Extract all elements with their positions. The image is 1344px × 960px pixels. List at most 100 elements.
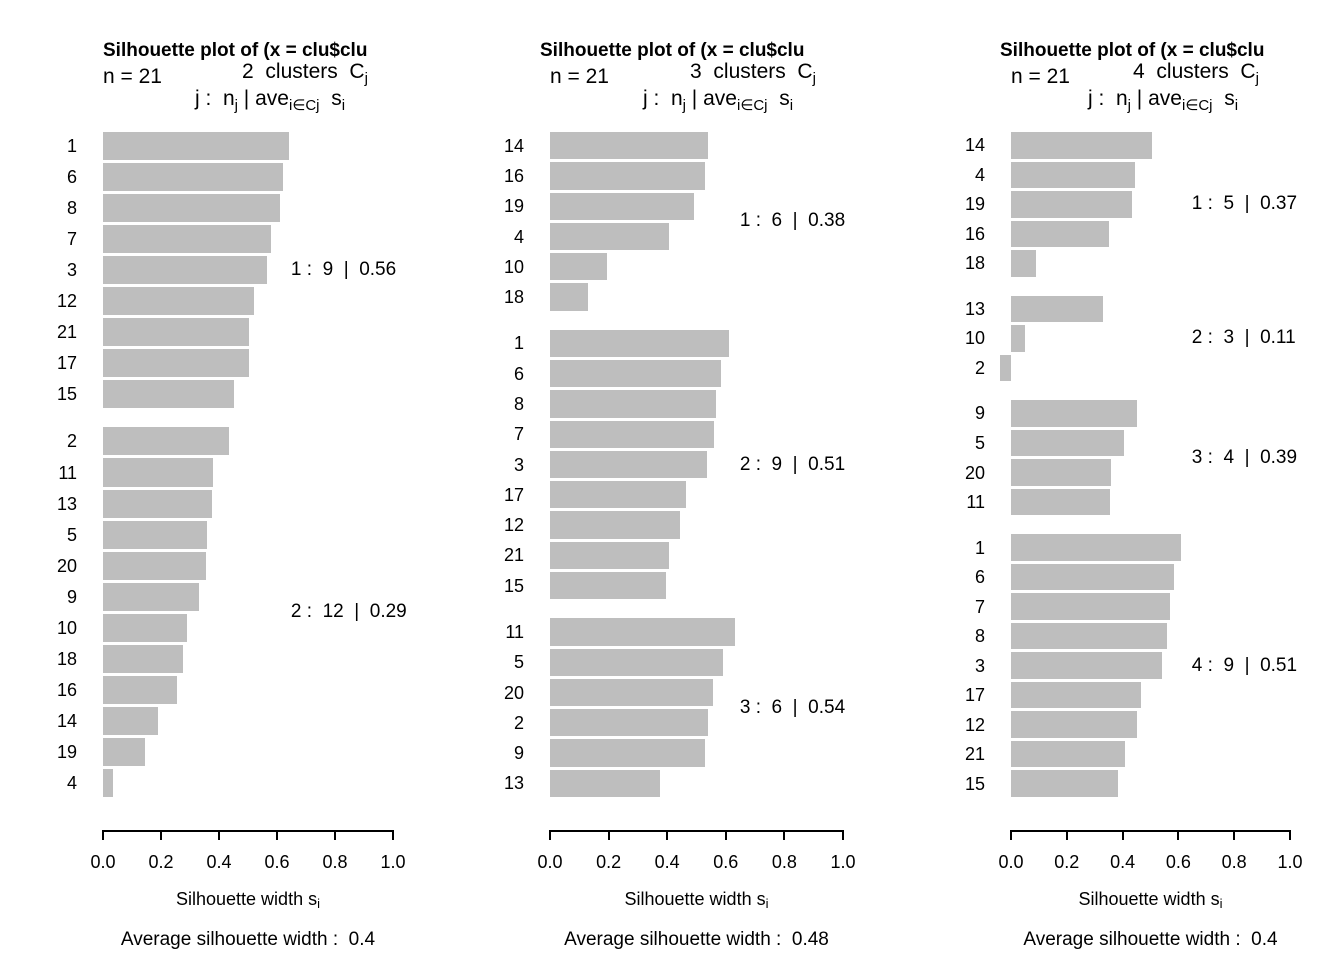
row-label: 3 [974, 655, 985, 676]
row-label: 17 [503, 484, 524, 505]
x-axis-label: Silhouette width si [1078, 889, 1223, 911]
x-axis-tick-label: 0.2 [596, 852, 622, 872]
silhouette-bar [1011, 622, 1168, 650]
x-axis-tick [392, 830, 394, 840]
x-axis-tick-label: 1.0 [380, 852, 406, 872]
cluster-annotation: 2 : 12 | 0.29 [290, 601, 407, 623]
subscript-j: j [364, 70, 368, 87]
row-label: 8 [513, 393, 524, 414]
row-label: 12 [503, 515, 524, 536]
row-label: 7 [66, 229, 77, 250]
x-axis-tick-label: 0.6 [713, 852, 739, 872]
row-label: 13 [964, 298, 985, 319]
row-label: 21 [503, 545, 524, 566]
clusters-word: clusters C [253, 60, 365, 83]
silhouette-bar [550, 511, 681, 539]
row-label: 7 [513, 424, 524, 445]
silhouette-bar [1011, 593, 1171, 620]
k-count: 3 [690, 60, 702, 83]
x-axis-tick-label: 0.2 [1054, 852, 1080, 872]
panel-title: Silhouette plot of (x = clu$clu [103, 40, 368, 61]
silhouette-bar [550, 450, 707, 479]
x-axis-tick-label: 0.8 [322, 852, 348, 872]
silhouette-bar [103, 318, 250, 347]
bars-area: 14 16 19 4 10 18 1 : 6 | 0.38 1 6 8 7 3 17 12 21 15 2 : … [448, 0, 896, 960]
x-axis-line [1011, 830, 1290, 832]
subscript-j: j [812, 70, 816, 87]
x-axis-tick-label: 1.0 [1277, 852, 1303, 872]
silhouette-bar [550, 360, 722, 388]
row-label: 19 [503, 196, 524, 217]
clusters-word: clusters C [1144, 60, 1256, 83]
row-label: 5 [974, 432, 985, 453]
silhouette-bar [999, 354, 1011, 382]
x-axis-tick-label: 0.8 [771, 852, 797, 872]
row-label: 1 [513, 333, 524, 354]
row-label: 20 [964, 462, 985, 483]
silhouette-bar [1011, 488, 1111, 516]
silhouette-bar [103, 287, 254, 316]
bars-area: 14 4 19 16 18 1 : 5 | 0.37 13 10 2 2 : 3 | 0.11 9 5… [896, 0, 1344, 960]
cluster-annotation: 2 : 3 | 0.11 [1191, 327, 1296, 349]
bars-area: 1 6 8 7 3 12 21 17 15 1 : 9 | 0.56 2 11 13 5 20 9 10 18 16… [0, 0, 448, 960]
silhouette-bar [550, 678, 713, 707]
cluster-annotation: 4 : 9 | 0.51 [1191, 654, 1298, 676]
x-axis-tick [1065, 830, 1068, 840]
silhouette-bar [103, 582, 199, 611]
legend-line: j : nj | avei∈Cj si [1087, 87, 1239, 114]
row-label: 18 [56, 648, 77, 669]
row-label: 6 [513, 363, 524, 384]
row-label: 11 [58, 462, 77, 483]
row-label: 14 [56, 710, 77, 731]
silhouette-bar [103, 349, 250, 378]
legend-line: j : nj | avei∈Cj si [194, 87, 346, 114]
x-axis-tick-label: 0.0 [90, 852, 116, 872]
row-label: 14 [503, 135, 524, 156]
row-label: 20 [503, 682, 524, 703]
silhouette-bar [550, 132, 709, 160]
row-label: 15 [503, 575, 524, 596]
row-label: 3 [66, 260, 77, 281]
silhouette-bar [1011, 563, 1175, 591]
silhouette-bar [550, 709, 709, 737]
cluster-annotation: 2 : 9 | 0.51 [739, 453, 846, 475]
silhouette-panel-k3: Silhouette plot of (x = clu$clu n = 21 3… [448, 0, 896, 960]
x-axis-tick [724, 830, 727, 840]
cluster-annotation: 1 : 9 | 0.56 [290, 259, 397, 281]
x-axis-label: Silhouette width si [176, 889, 320, 911]
row-label: 17 [964, 685, 985, 706]
silhouette-bar [550, 481, 687, 509]
average-width-label: Average silhouette width : 0.4 [1023, 929, 1278, 950]
silhouette-bar [550, 192, 694, 220]
silhouette-bar [550, 283, 589, 311]
silhouette-bar [550, 162, 706, 190]
cluster-annotation: 1 : 6 | 0.38 [739, 210, 846, 232]
legend-line: j : nj | avei∈Cj si [642, 87, 794, 114]
k-count: 2 [242, 60, 254, 83]
row-label: 4 [974, 164, 985, 185]
silhouette-bar [103, 194, 280, 223]
silhouette-bar [103, 520, 208, 549]
clusters-line: 2 clusters Cj [160, 60, 448, 87]
silhouette-bar [550, 390, 716, 418]
silhouette-bar [1011, 191, 1133, 218]
x-axis: 0.0 0.2 0.4 0.6 0.8 1.0 [448, 0, 896, 960]
silhouette-bar [103, 613, 188, 642]
x-axis-tick [1177, 830, 1180, 840]
row-label: 10 [503, 256, 524, 277]
silhouette-bar [1011, 652, 1162, 679]
x-axis-tick-label: 0.0 [537, 852, 563, 872]
row-label: 14 [964, 135, 985, 156]
row-label: 21 [964, 744, 985, 765]
panel-title: Silhouette plot of (x = clu$clu [540, 40, 805, 61]
silhouette-bar [550, 739, 706, 767]
x-axis-tick [102, 830, 104, 840]
silhouette-bar [103, 132, 289, 161]
k-count: 4 [1133, 60, 1145, 83]
row-label: 7 [974, 596, 985, 617]
silhouette-bar [103, 551, 206, 580]
x-axis-tick [218, 830, 220, 840]
x-axis-tick [334, 830, 336, 840]
row-label: 15 [56, 384, 77, 405]
silhouette-bar [1011, 400, 1137, 427]
